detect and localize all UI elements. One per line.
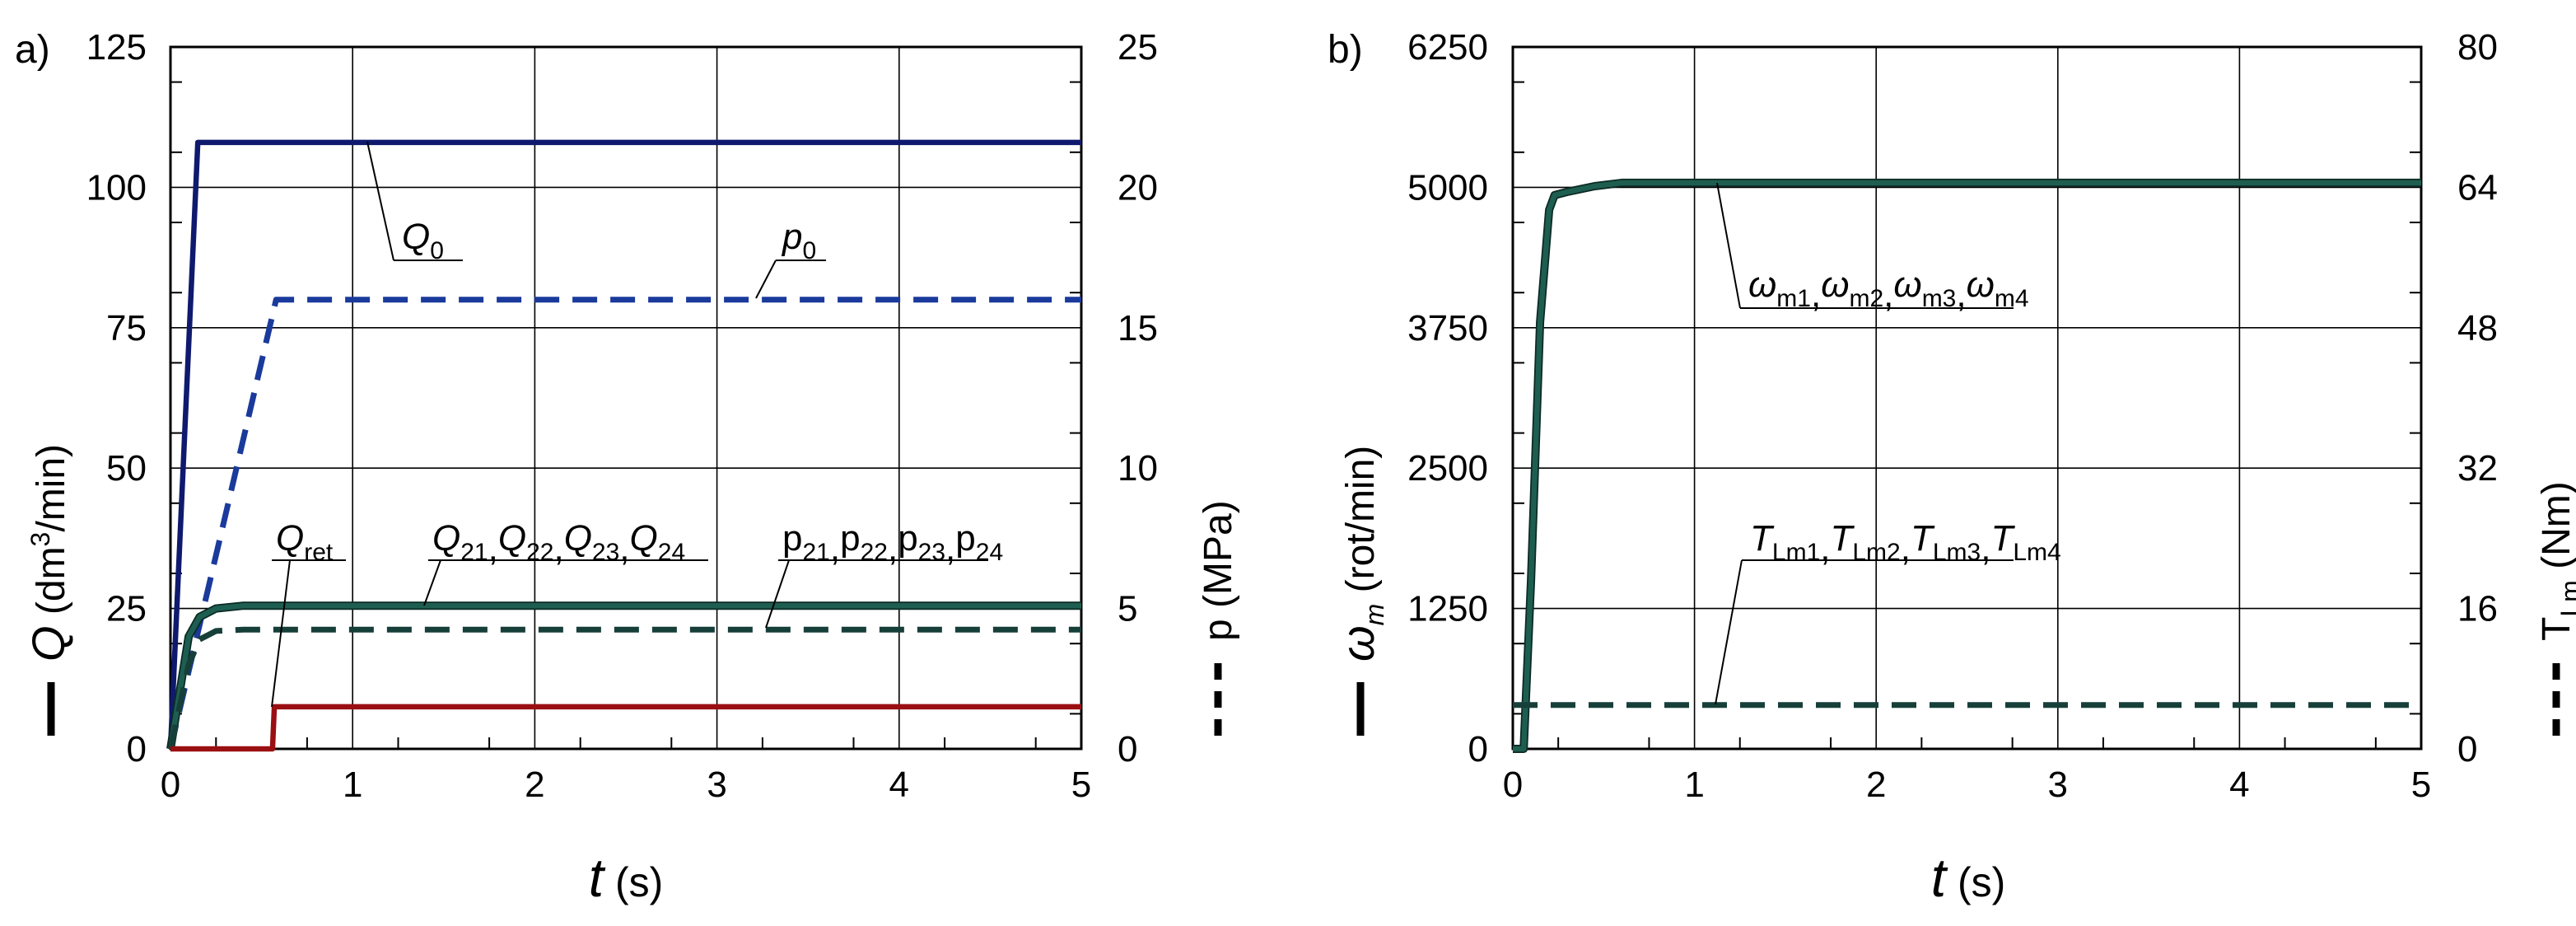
annotation-leader — [423, 559, 441, 606]
y-tick-label-right: 0 — [2457, 729, 2477, 769]
y-tick-label-right: 48 — [2457, 308, 2498, 348]
annotation-text: Q21,Q22,Q23,Q24 — [432, 518, 685, 568]
y-tick-label-right: 20 — [1118, 167, 1158, 208]
y-tick-label-left: 1250 — [1407, 589, 1488, 629]
annotation-text: TLm1,TLm2,TLm3,TLm4 — [1750, 518, 2061, 568]
panel-label: b) — [1328, 28, 1363, 72]
y-tick-label-left: 100 — [86, 167, 147, 208]
y-tick-label-left: 50 — [106, 448, 147, 489]
y-tick-label-left: 5000 — [1407, 167, 1488, 208]
y-axis-label-left-text: Q (dm3/min) — [22, 444, 74, 662]
y-axis-label-right-text: p (MPa) — [1197, 500, 1240, 641]
x-tick-label: 2 — [525, 765, 544, 805]
y-tick-label-right: 80 — [2457, 27, 2498, 68]
annotation-text: Qret — [276, 518, 334, 566]
x-tick-label: 0 — [161, 765, 180, 805]
x-tick-label: 5 — [1071, 765, 1091, 805]
y-tick-label-right: 10 — [1118, 448, 1158, 489]
x-tick-label: 3 — [707, 765, 726, 805]
x-axis-label: t (s) — [589, 847, 664, 908]
y-tick-label-left: 6250 — [1407, 27, 1488, 68]
x-tick-label: 0 — [1503, 765, 1523, 805]
y-tick-label-right: 25 — [1118, 27, 1158, 68]
y-axis-label-left-text: ωm (rot/min) — [1332, 446, 1389, 662]
annotation-leader — [1716, 182, 1741, 309]
y-tick-label-right: 32 — [2457, 448, 2498, 489]
x-tick-label: 1 — [1684, 765, 1704, 805]
x-tick-label: 2 — [1866, 765, 1886, 805]
y-axis-label-right: p (MPa) — [1197, 500, 1240, 736]
series-line-Qret — [170, 704, 1081, 752]
y-tick-label-right: 5 — [1118, 589, 1137, 629]
y-tick-label-left: 25 — [106, 589, 147, 629]
series-line-Q2x — [167, 602, 1081, 750]
annotation-Q2x: Q21,Q22,Q23,Q24 — [423, 518, 708, 606]
y-axis-label-right: TLm (Nm) — [2535, 481, 2576, 736]
y-tick-label-right: 16 — [2457, 589, 2498, 629]
series-line-p0 — [167, 297, 1081, 750]
annotation-leader — [765, 559, 790, 629]
x-tick-label: 3 — [2048, 765, 2068, 805]
annotation-leader — [366, 141, 394, 261]
annotation-TLm: TLm1,TLm2,TLm3,TLm4 — [1715, 518, 2061, 705]
y-tick-label-left: 75 — [106, 308, 147, 348]
annotation-text: p21,p22,p23,p24 — [782, 518, 1003, 568]
annotation-wm: ωm1,ωm2,ωm3,ωm4 — [1716, 182, 2029, 315]
x-tick-label: 4 — [2229, 765, 2249, 805]
annotation-leader — [755, 260, 777, 299]
annotation-leader — [271, 559, 291, 708]
y-tick-label-left: 125 — [86, 27, 147, 68]
series-line-p2x — [167, 626, 1081, 750]
annotation-text: ωm1,ωm2,ωm3,ωm4 — [1748, 264, 2029, 315]
annotation-p2x: p21,p22,p23,p24 — [765, 518, 1003, 629]
x-axis-label: t (s) — [1931, 847, 2006, 908]
y-tick-label-right: 15 — [1118, 308, 1158, 348]
panel-label: a) — [15, 28, 50, 72]
x-tick-label: 4 — [889, 765, 909, 805]
annotation-p0: p0 — [755, 217, 826, 299]
y-axis-label-left: ωm (rot/min) — [1332, 446, 1389, 736]
series-line-Q0 — [167, 139, 1081, 750]
plot-frame — [1511, 45, 2423, 751]
y-tick-label-left: 2500 — [1407, 448, 1488, 489]
y-tick-label-left: 3750 — [1407, 308, 1488, 348]
annotation-Qret: Qret — [271, 518, 346, 708]
plot-frame — [169, 45, 1083, 751]
y-tick-label-right: 64 — [2457, 167, 2498, 208]
annotation-Q0: Q0 — [366, 141, 463, 264]
panel-b: 0 1 2 3 4 501250250037505000625001632486480b)… — [1328, 27, 2576, 908]
x-tick-label: 5 — [2411, 765, 2431, 805]
y-tick-label-left: 0 — [127, 729, 147, 769]
annotation-text: p0 — [781, 217, 816, 264]
annotation-leader — [1715, 559, 1743, 705]
y-tick-label-right: 0 — [1118, 729, 1137, 769]
x-tick-label: 1 — [343, 765, 362, 805]
y-axis-label-right-text: TLm (Nm) — [2535, 481, 2576, 641]
y-axis-label-left: Q (dm3/min) — [22, 444, 74, 736]
series-line-wm — [1513, 180, 2421, 752]
y-tick-label-left: 0 — [1468, 729, 1488, 769]
annotation-text: Q0 — [402, 217, 444, 264]
